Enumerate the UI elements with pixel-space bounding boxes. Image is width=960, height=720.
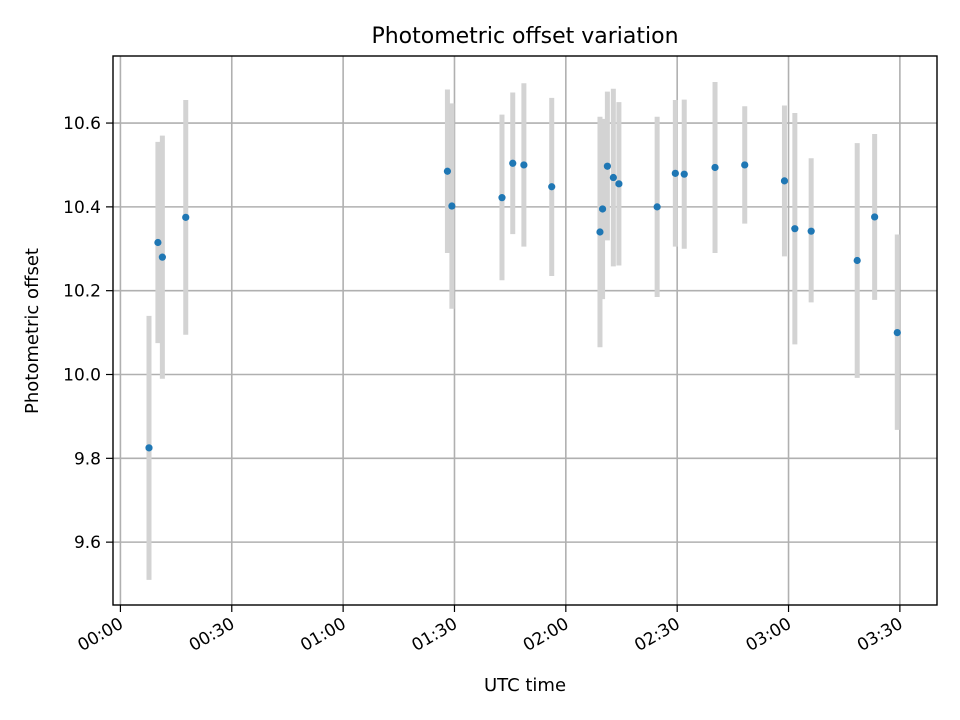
data-point [548, 183, 556, 191]
x-axis-ticks: 00:00 00:30 01:00 01:30 02:00 02:30 03:00 03:30 [74, 605, 906, 656]
chart-title: Photometric offset variation [371, 24, 678, 49]
data-point [871, 213, 879, 221]
x-tick-label: 03:30 [854, 614, 906, 656]
data-point [741, 161, 749, 169]
data-point [443, 167, 452, 175]
x-tick-label: 02:00 [520, 614, 572, 656]
x-tick-label: 00:00 [74, 614, 126, 656]
data-point [603, 162, 612, 170]
data-point [615, 180, 623, 188]
data-point [448, 202, 456, 210]
data-point [182, 213, 190, 221]
errorbars [146, 81, 900, 580]
data-point [609, 173, 617, 182]
x-tick-label: 01:30 [409, 614, 461, 656]
data-point [853, 256, 861, 265]
data-point [807, 227, 815, 235]
y-tick-label: 10.2 [63, 282, 101, 302]
data-point [509, 159, 517, 167]
y-tick-label: 9.8 [74, 449, 101, 469]
plot-area-frame [112, 55, 938, 606]
data-point [671, 169, 679, 177]
data-point [893, 328, 901, 337]
data-point [598, 205, 607, 213]
data-points [145, 159, 901, 452]
data-point [596, 228, 604, 236]
x-tick-label: 01:00 [297, 614, 349, 656]
data-point [680, 170, 688, 178]
data-point [791, 225, 799, 233]
data-point [145, 444, 153, 452]
y-axis-label: Photometric offset [22, 248, 43, 414]
data-point [653, 203, 661, 211]
data-point [520, 161, 528, 169]
data-point [498, 194, 506, 202]
x-tick-label: 02:30 [631, 614, 683, 656]
y-axis-ticks: 9.6 9.8 10.0 10.2 10.4 10.6 [63, 114, 113, 553]
y-tick-label: 9.6 [74, 533, 101, 553]
x-axis-label: UTC time [484, 675, 566, 696]
data-point [780, 177, 789, 185]
y-tick-label: 10.6 [63, 114, 101, 134]
data-point [711, 163, 719, 172]
x-tick-label: 00:30 [186, 614, 238, 656]
data-point [158, 253, 166, 261]
x-tick-label: 03:00 [743, 614, 795, 656]
y-tick-label: 10.4 [63, 198, 101, 218]
data-point [154, 238, 162, 247]
y-tick-label: 10.0 [63, 366, 101, 386]
